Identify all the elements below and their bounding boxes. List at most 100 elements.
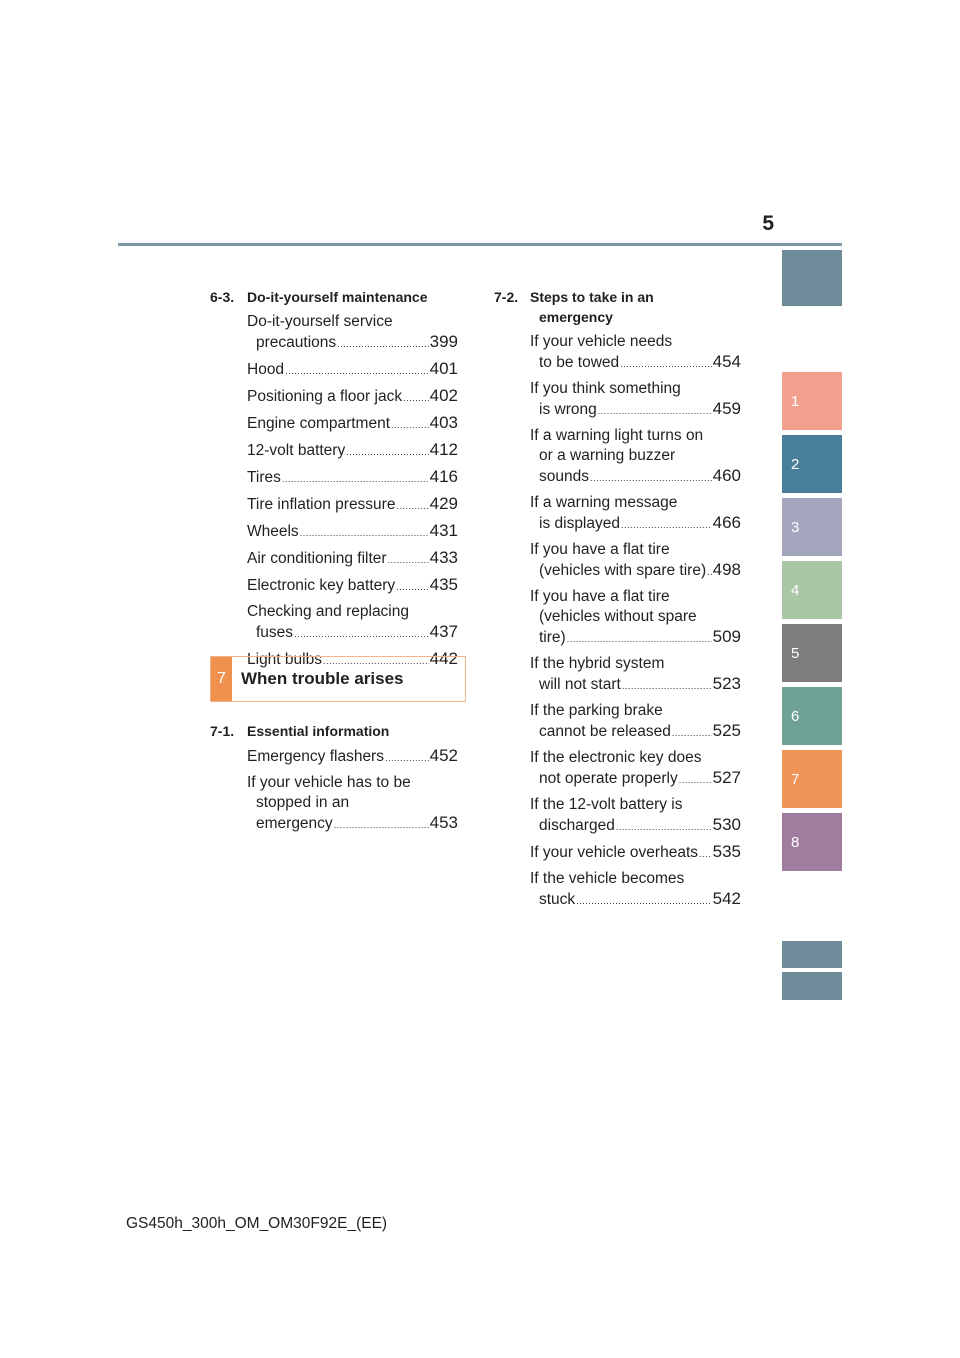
page-ref: 437: [429, 622, 458, 641]
page-ref: 535: [712, 842, 741, 861]
toc-entry[interactable]: If the parking brake cannot be released.…: [530, 702, 741, 740]
side-tab-7[interactable]: 7: [782, 750, 842, 808]
side-tab-4[interactable]: 4: [782, 561, 842, 619]
side-tab-label: 5: [791, 644, 800, 662]
toc-entry[interactable]: Emergency flashers......................…: [247, 746, 458, 765]
toc-entry[interactable]: If you have a flat tire (vehicles with s…: [530, 541, 741, 579]
section-title-cont: emergency: [539, 309, 613, 325]
entry-text: stuck: [539, 891, 576, 908]
toc-entry[interactable]: If you think something is wrong.........…: [530, 380, 741, 418]
toc-entry[interactable]: If a warning light turns on or a warning…: [530, 427, 741, 485]
section-heading: 6-3. Do-it-yourself maintenance: [210, 287, 458, 307]
entry-text: 12-volt battery: [247, 442, 346, 459]
toc-entry[interactable]: Do-it-yourself service precautions......…: [247, 313, 458, 351]
entry-text: not operate properly: [539, 770, 678, 787]
toc-entry[interactable]: 12-volt battery.........................…: [247, 440, 458, 459]
toc-entry[interactable]: Wheels..................................…: [247, 521, 458, 540]
header-rule: [118, 243, 842, 246]
side-tab-5[interactable]: 5: [782, 624, 842, 682]
page-ref: 401: [429, 359, 458, 378]
toc-entry[interactable]: If the 12-volt battery is discharged....…: [530, 796, 741, 834]
toc-right: 7-2. Steps to take in an emergency If yo…: [494, 287, 741, 916]
page-ref: 402: [429, 386, 458, 405]
entry-line: Checking and replacing: [247, 603, 409, 620]
entry-line: If your vehicle needs: [530, 333, 673, 350]
entry-line: If the 12-volt battery is: [530, 796, 683, 813]
entry-line: Do-it-yourself service: [247, 313, 393, 330]
side-tab-1[interactable]: 1: [782, 372, 842, 430]
toc-entry[interactable]: Hood....................................…: [247, 359, 458, 378]
side-tab-2[interactable]: 2: [782, 435, 842, 493]
entry-text: Engine compartment: [247, 415, 391, 432]
side-tab-8[interactable]: 8: [782, 813, 842, 871]
toc-entry[interactable]: If you have a flat tire (vehicles withou…: [530, 588, 741, 646]
page-ref: 435: [429, 575, 458, 594]
entry-text: Hood: [247, 361, 285, 378]
entry-line: or a warning buzzer: [539, 447, 676, 464]
toc-entry[interactable]: If your vehicle needs to be towed.......…: [530, 333, 741, 371]
chapter-banner[interactable]: 7 When trouble arises: [210, 656, 466, 702]
page-ref: 525: [712, 721, 741, 740]
side-tab-3[interactable]: 3: [782, 498, 842, 556]
page-ref: 399: [429, 332, 458, 351]
section-number: 7-2.: [494, 289, 519, 305]
side-tab-label: 8: [791, 833, 800, 851]
page-ref: 433: [429, 548, 458, 567]
toc-entry[interactable]: Light bulbs.............................…: [247, 649, 458, 668]
toc-entry[interactable]: Tire inflation pressure.................…: [247, 494, 458, 513]
side-tab-label: 7: [791, 770, 800, 788]
entry-text: is wrong: [539, 401, 597, 418]
section-title: Essential information: [247, 723, 390, 739]
toc-left-bottom: 7-1. Essential information Emergency fla…: [210, 721, 458, 840]
toc-entry[interactable]: Positioning a floor jack................…: [247, 386, 458, 405]
page-ref: 452: [429, 746, 458, 765]
toc-entry[interactable]: Air conditioning filter.................…: [247, 548, 458, 567]
entry-text: Electronic key battery: [247, 577, 396, 594]
page-ref: 412: [429, 440, 458, 459]
entry-line: If you have a flat tire: [530, 588, 670, 605]
entry-text: cannot be released: [539, 723, 671, 740]
entry-text: fuses: [256, 624, 294, 641]
page-ref: 403: [429, 413, 458, 432]
toc-entry[interactable]: If a warning message is displayed.......…: [530, 494, 741, 532]
page-ref: 431: [429, 521, 458, 540]
entry-text: Tire inflation pressure: [247, 496, 396, 513]
page-ref: 429: [429, 494, 458, 513]
side-tab-blank-bottom-2[interactable]: [782, 972, 842, 1000]
side-tab-6[interactable]: 6: [782, 687, 842, 745]
side-tab-blank-top[interactable]: [782, 250, 842, 306]
page-ref: 460: [712, 466, 741, 485]
entry-text: discharged: [539, 817, 615, 834]
entry-text: is displayed: [539, 515, 620, 532]
section-number: 7-1.: [210, 723, 235, 739]
page-ref: 509: [712, 627, 741, 646]
toc-entries: Do-it-yourself service precautions......…: [210, 312, 458, 671]
toc-entry[interactable]: Checking and replacing fuses............…: [247, 603, 458, 641]
entry-line: If you think something: [530, 380, 681, 397]
side-tab-blank-bottom-1[interactable]: [782, 941, 842, 968]
entry-text: Positioning a floor jack: [247, 388, 403, 405]
page-ref: 466: [712, 513, 741, 532]
toc-entry[interactable]: If your vehicle has to be stopped in an …: [247, 774, 458, 832]
entry-text: Wheels: [247, 523, 299, 540]
entry-text: Tires: [247, 469, 281, 486]
entry-text: tire): [539, 629, 566, 646]
side-tab-label: 6: [791, 707, 800, 725]
toc-entry[interactable]: If the hybrid system will not start.....…: [530, 655, 741, 693]
entry-line: If a warning light turns on: [530, 427, 704, 444]
toc-entry[interactable]: Engine compartment......................…: [247, 413, 458, 432]
toc-entry[interactable]: Electronic key battery..................…: [247, 575, 458, 594]
toc-entry[interactable]: If the electronic key does not operate p…: [530, 749, 741, 787]
page-ref: 459: [712, 399, 741, 418]
entry-line: (vehicles without spare: [539, 608, 697, 625]
entry-text: Light bulbs: [247, 651, 322, 668]
entry-line: If the parking brake: [530, 702, 663, 719]
section-number: 6-3.: [210, 289, 235, 305]
toc-entry[interactable]: If your vehicle overheats...............…: [530, 842, 741, 861]
entry-line: If you have a flat tire: [530, 541, 670, 558]
toc-entry[interactable]: Tires...................................…: [247, 467, 458, 486]
entry-line: stopped in an: [256, 794, 350, 811]
entry-text: sounds: [539, 468, 589, 485]
toc-entry[interactable]: If the vehicle becomes stuck............…: [530, 870, 741, 908]
page-ref: 442: [429, 649, 458, 668]
